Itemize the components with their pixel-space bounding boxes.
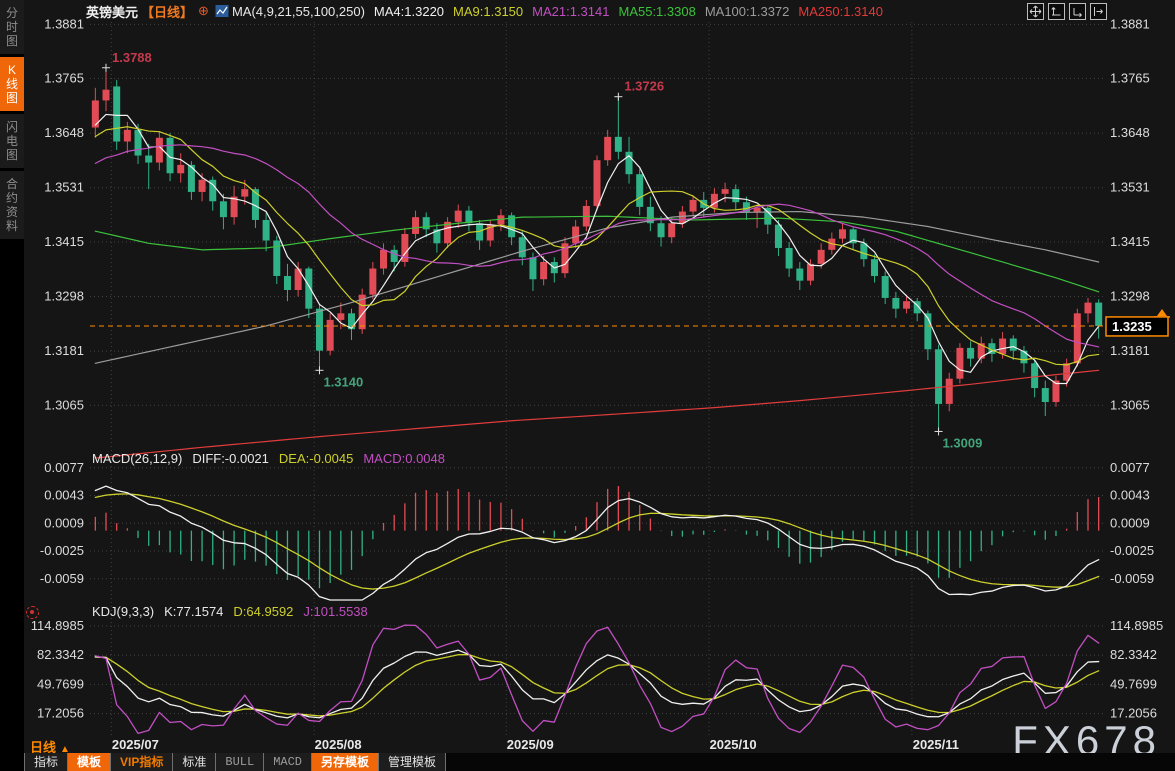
- macd-value-2: DIFF:-0.0021: [192, 451, 269, 466]
- ma-legend: MA(4,9,21,55,100,250) MA4:1.3220 MA9:1.315…: [232, 4, 892, 19]
- y-axis-label-left: 49.7699: [37, 676, 84, 691]
- footer-tab-5[interactable]: BULL: [216, 753, 265, 771]
- kdj-value-1: KDJ(9,3,3): [92, 604, 155, 619]
- kdj-value-4: J:101.5538: [303, 604, 368, 619]
- ma-legend-item-5: MA55:1.3308: [618, 3, 696, 19]
- y-axis-label-left: 1.3298: [44, 289, 84, 304]
- y-axis-label-left: 1.3648: [44, 125, 84, 140]
- sidebar-tab-1[interactable]: 分 时 图: [0, 0, 24, 54]
- y-axis-label-right: 0.0009: [1110, 515, 1150, 530]
- y-axis-label-right: 114.8985: [1110, 618, 1163, 633]
- footer-tab-4[interactable]: 标准: [173, 753, 217, 771]
- y-axis-label-right: 1.3181: [1110, 343, 1150, 358]
- footer-tab-3[interactable]: VIP指标: [111, 753, 174, 771]
- y-axis-label-right: 0.0043: [1110, 488, 1150, 503]
- price-annotation-label: 1.3726: [624, 79, 664, 94]
- footer-tab-8[interactable]: 管理模板: [379, 753, 447, 771]
- macd-value-4: MACD:0.0048: [363, 451, 445, 466]
- macd-indicator-header: MACD(26,12,9) DIFF:-0.0021 DEA:-0.0045 MACD…: [92, 451, 455, 466]
- current-price-tag: 1.3235: [90, 308, 1170, 337]
- y-axis-label-right: 1.3298: [1110, 289, 1150, 304]
- y-axis-label-right: 82.3342: [1110, 647, 1157, 662]
- x-axis-label: 2025/07: [112, 737, 159, 752]
- symbol-settings-icon[interactable]: ⊕: [198, 3, 209, 18]
- chart-type-sidebar: 分 时 图 K 线 图闪 电 图合 约 资 料: [0, 0, 24, 771]
- period-selector[interactable]: 日线 ▲: [30, 737, 70, 756]
- y-axis-label-left: 17.2056: [37, 706, 84, 721]
- y-axis-label-right: 49.7699: [1110, 676, 1157, 691]
- y-axis-label-left: 0.0009: [44, 515, 84, 530]
- current-price-value: 1.3235: [1112, 319, 1152, 334]
- timeframe-label: 【日线】: [141, 4, 194, 20]
- y-axis-label-left: 1.3881: [44, 16, 84, 31]
- sidebar-tab-4[interactable]: 合 约 资 料: [0, 171, 24, 239]
- kdj-panel: [94, 624, 1100, 735]
- macd-value-1: MACD(26,12,9): [92, 451, 183, 466]
- footer-tab-6[interactable]: MACD: [264, 753, 313, 771]
- price-annotation-label: 1.3140: [323, 374, 363, 389]
- ma-legend-item-2: MA4:1.3220: [373, 3, 445, 19]
- x-axis-scale-icon[interactable]: [1069, 3, 1086, 20]
- symbol-name: 英镑美元: [86, 4, 139, 20]
- y-axis-label-left: 0.0043: [44, 488, 84, 503]
- y-axis-label-left: 1.3765: [44, 70, 84, 85]
- candles-layer: [91, 67, 1103, 432]
- go-latest-icon[interactable]: [1090, 3, 1107, 20]
- pan-icon[interactable]: [1027, 3, 1044, 20]
- x-axis-label: 2025/10: [710, 737, 757, 752]
- y-axis-label-left: 1.3415: [44, 234, 84, 249]
- chart-header: 英镑美元 【日线】 ⊕ MA(4,9,21,55,100,250) MA4:1.3…: [24, 0, 1175, 22]
- y-axis-label-right: 0.0077: [1110, 460, 1150, 475]
- kdj-indicator-header: KDJ(9,3,3) K:77.1574 D:64.9592 J:101.5538: [92, 604, 378, 619]
- y-axis-label-right: 1.3065: [1110, 397, 1150, 412]
- y-axis-label-left: 0.0077: [44, 460, 84, 475]
- period-label: 日线: [30, 740, 57, 755]
- indicator-tabbar: 指标 模板 VIP指标 标准 BULL MACD 另存模板 管理模板: [24, 753, 1175, 771]
- chevron-up-icon: ▲: [60, 744, 70, 755]
- kdj-value-3: D:64.9592: [233, 604, 294, 619]
- x-axis-label: 2025/11: [913, 737, 959, 752]
- y-axis-label-left: 114.8985: [31, 618, 84, 633]
- y-axis-label-left: 82.3342: [37, 647, 84, 662]
- footer-tab-1[interactable]: 指标: [24, 753, 69, 771]
- y-axis-label-right: 1.3415: [1110, 234, 1150, 249]
- ma-legend-item-4: MA21:1.3141: [532, 3, 610, 19]
- price-annotation-label: 1.3788: [112, 50, 152, 65]
- y-axis-label-left: 1.3065: [44, 397, 84, 412]
- y-axis-label-left: 1.3181: [44, 343, 84, 358]
- footer-tab-7[interactable]: 另存模板: [312, 753, 380, 771]
- ma-legend-item-7: MA250:1.3140: [798, 3, 883, 19]
- y-axis-label-right: -0.0059: [1110, 571, 1154, 586]
- kdj-value-2: K:77.1574: [164, 604, 224, 619]
- grid-layer: 1.3881 1.3881 1.3765 1.3765 1.3648 1.3648 1.35…: [31, 16, 1163, 737]
- footer-tab-2[interactable]: 模板: [68, 753, 112, 771]
- y-axis-label-right: 1.3648: [1110, 125, 1150, 140]
- y-axis-label-right: 1.3881: [1110, 16, 1150, 31]
- y-axis-label-left: -0.0059: [40, 571, 84, 586]
- sidebar-tab-2[interactable]: K 线 图: [0, 57, 24, 111]
- y-axis-scale-icon[interactable]: [1048, 3, 1065, 20]
- kline-style-icon[interactable]: [215, 4, 229, 18]
- price-annotation-label: 1.3009: [943, 435, 983, 450]
- x-axis-label: 2025/09: [507, 737, 554, 752]
- y-axis-label-right: 1.3531: [1110, 180, 1150, 195]
- macd-value-3: DEA:-0.0045: [278, 451, 354, 466]
- ma-legend-item-3: MA9:1.3150: [453, 3, 524, 19]
- y-axis-label-right: 17.2056: [1110, 706, 1157, 721]
- macd-panel: [94, 485, 1100, 601]
- x-axis-label: 2025/08: [315, 737, 362, 752]
- y-axis-label-right: -0.0025: [1110, 543, 1154, 558]
- x-axis-labels: 2025/07 2025/08 2025/09 2025/10 2025/11: [112, 737, 959, 752]
- y-axis-label-left: 1.3531: [44, 180, 84, 195]
- ma-legend-item-1: MA(4,9,21,55,100,250): [231, 3, 365, 19]
- chart-toolbar: [1027, 3, 1107, 20]
- indicator-settings-icon[interactable]: [26, 606, 39, 619]
- price-annotations: 1.3788 1.3726 1.3140 1.3009: [102, 50, 983, 450]
- sidebar-tab-3[interactable]: 闪 电 图: [0, 114, 24, 168]
- y-axis-label-left: -0.0025: [40, 543, 84, 558]
- ma-legend-item-6: MA100:1.3372: [704, 3, 790, 19]
- y-axis-label-right: 1.3765: [1110, 70, 1150, 85]
